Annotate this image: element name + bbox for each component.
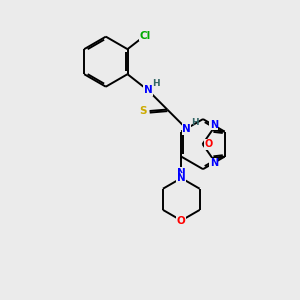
Text: N: N <box>210 158 218 168</box>
Text: Cl: Cl <box>140 31 151 41</box>
Text: O: O <box>177 215 186 226</box>
Text: N: N <box>177 168 186 178</box>
Text: N: N <box>144 85 152 95</box>
Text: N: N <box>182 124 191 134</box>
Text: N: N <box>210 120 218 130</box>
Text: N: N <box>177 173 186 183</box>
Text: S: S <box>140 106 147 116</box>
Text: H: H <box>153 80 160 88</box>
Text: O: O <box>205 139 213 149</box>
Text: H: H <box>191 118 199 127</box>
